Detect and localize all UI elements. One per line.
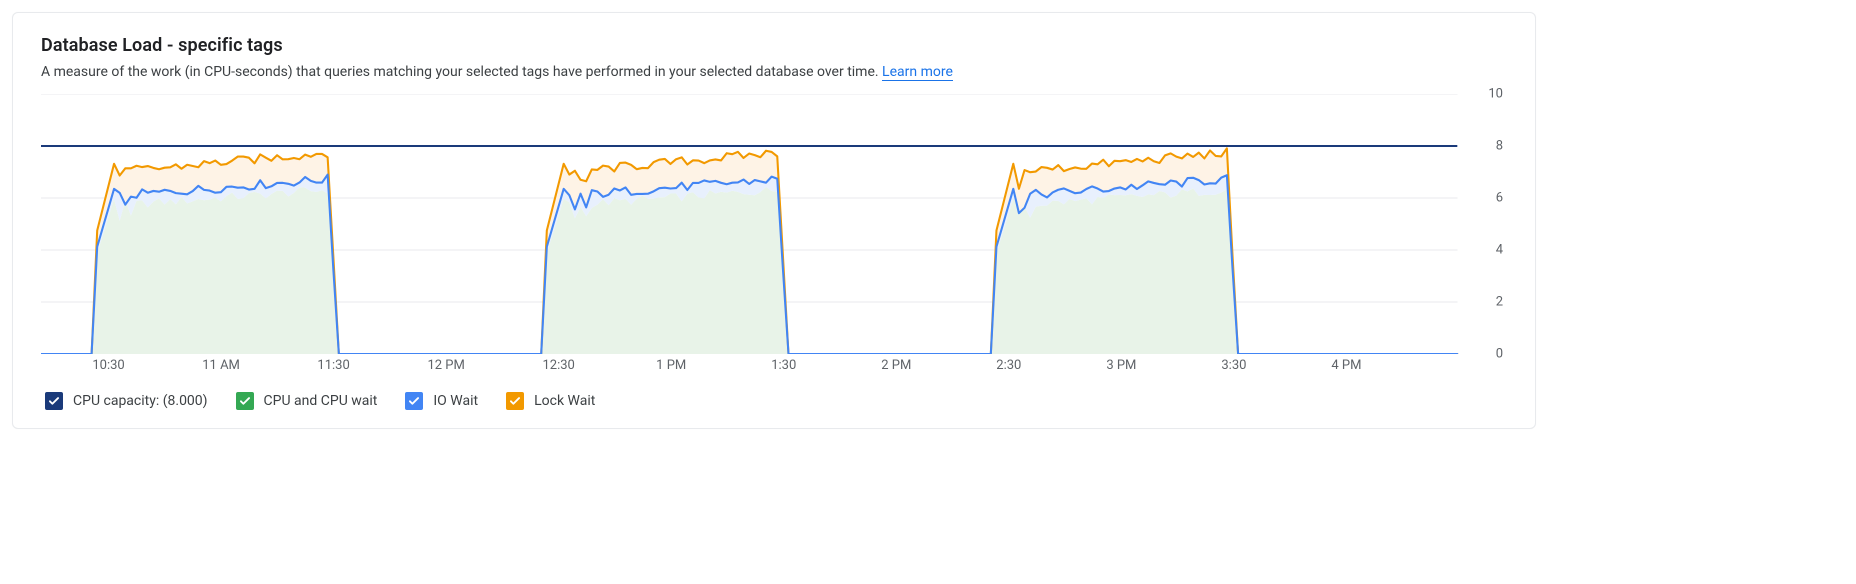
x-tick-label: 2:30	[996, 358, 1021, 373]
x-axis: 10:30 11 AM 11:30 12 PM 12:30 1 PM 1:30 2 PM 2:3…	[41, 354, 1459, 378]
legend-checkbox[interactable]	[506, 392, 524, 410]
subtitle-text: A measure of the work (in CPU-seconds) t…	[41, 64, 882, 80]
check-icon	[47, 394, 61, 408]
x-tick-label: 10:30	[92, 358, 124, 373]
database-load-card: Database Load - specific tags A measure …	[12, 12, 1536, 429]
legend-label: Lock Wait	[534, 393, 595, 409]
load-chart	[41, 94, 1507, 354]
chart-legend: CPU capacity: (8.000) CPU and CPU wait IO …	[41, 392, 1507, 410]
legend-item-cpu-capacity[interactable]: CPU capacity: (8.000)	[45, 392, 208, 410]
legend-item-lock-wait[interactable]: Lock Wait	[506, 392, 595, 410]
x-tick-label: 3 PM	[1106, 358, 1136, 373]
x-tick-label: 12:30	[542, 358, 574, 373]
card-title: Database Load - specific tags	[41, 35, 1507, 56]
x-tick-label: 4 PM	[1331, 358, 1361, 373]
legend-label: CPU capacity: (8.000)	[73, 393, 208, 409]
x-tick-label: 11 AM	[202, 358, 240, 373]
x-tick-label: 1:30	[771, 358, 796, 373]
chart-container: 0246810	[41, 94, 1507, 354]
x-tick-label: 1 PM	[656, 358, 686, 373]
check-icon	[407, 394, 421, 408]
x-tick-label: 2 PM	[881, 358, 911, 373]
legend-item-io-wait[interactable]: IO Wait	[405, 392, 478, 410]
x-tick-label: 3:30	[1221, 358, 1246, 373]
check-icon	[508, 394, 522, 408]
x-tick-label: 12 PM	[427, 358, 464, 373]
legend-item-cpu-and-wait[interactable]: CPU and CPU wait	[236, 392, 378, 410]
legend-checkbox[interactable]	[236, 392, 254, 410]
learn-more-link[interactable]: Learn more	[882, 64, 953, 81]
legend-label: CPU and CPU wait	[264, 393, 378, 409]
legend-label: IO Wait	[433, 393, 478, 409]
legend-checkbox[interactable]	[405, 392, 423, 410]
legend-checkbox[interactable]	[45, 392, 63, 410]
card-subtitle: A measure of the work (in CPU-seconds) t…	[41, 64, 1507, 80]
x-tick-label: 11:30	[317, 358, 349, 373]
check-icon	[238, 394, 252, 408]
